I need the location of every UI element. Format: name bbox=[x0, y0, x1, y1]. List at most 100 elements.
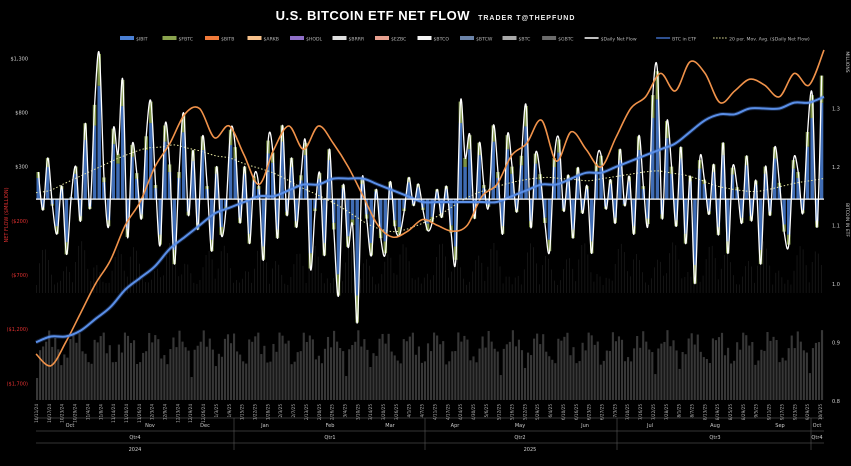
volume-bar bbox=[217, 353, 220, 400]
flow-bar-ibit bbox=[524, 126, 528, 200]
legend-label: $HODL bbox=[306, 37, 323, 43]
volume-bar bbox=[390, 351, 393, 400]
volume-bar bbox=[342, 281, 343, 293]
legend-item: $Daily Net Flow bbox=[584, 37, 637, 43]
volume-bar bbox=[451, 351, 454, 400]
flow-bar-ibit bbox=[707, 199, 711, 211]
flow-bar-ibit bbox=[78, 199, 83, 217]
flow-bar-fbtc bbox=[369, 243, 374, 256]
y-right-tick-label: 0.8 bbox=[832, 399, 840, 405]
volume-bar bbox=[196, 345, 199, 400]
volume-bar bbox=[311, 339, 314, 400]
volume-bar bbox=[484, 280, 486, 293]
volume-bar bbox=[687, 272, 689, 293]
volume-bar bbox=[548, 356, 551, 400]
volume-bar bbox=[669, 346, 672, 400]
flow-bar-fbtc bbox=[655, 71, 660, 100]
flow-bar-ibit bbox=[280, 141, 284, 200]
volume-bar bbox=[439, 344, 442, 400]
flow-bar-ibit bbox=[627, 181, 631, 200]
flow-bar-fbtc bbox=[172, 249, 177, 265]
volume-bar bbox=[411, 278, 413, 293]
x-date-label: 12/9/24 bbox=[163, 404, 168, 420]
volume-bar bbox=[345, 376, 348, 400]
volume-bar bbox=[581, 245, 583, 293]
volume-bar bbox=[105, 283, 107, 293]
volume-bar bbox=[602, 360, 605, 400]
volume-bar bbox=[557, 338, 560, 400]
volume-bar bbox=[166, 255, 167, 293]
volume-bar bbox=[90, 363, 93, 400]
volume-bar bbox=[305, 341, 308, 400]
volume-bar bbox=[45, 341, 48, 400]
volume-bar bbox=[263, 246, 264, 293]
legend-swatch bbox=[375, 36, 389, 40]
flow-bar-ibit bbox=[275, 199, 280, 230]
volume-bar bbox=[666, 330, 669, 400]
volume-bar bbox=[63, 271, 64, 293]
volume-bar bbox=[54, 284, 55, 293]
volume-bar bbox=[572, 347, 575, 400]
volume-bar bbox=[405, 341, 408, 400]
volume-bar bbox=[175, 255, 177, 293]
volume-bar bbox=[763, 350, 766, 400]
flow-bar-ibit bbox=[580, 199, 585, 211]
volume-bar bbox=[129, 342, 133, 400]
volume-bar bbox=[605, 350, 608, 400]
volume-bar bbox=[414, 354, 417, 400]
flow-bar-ibit bbox=[763, 173, 768, 200]
volume-bar bbox=[699, 281, 701, 293]
volume-bar bbox=[384, 343, 387, 400]
volume-bar bbox=[308, 335, 311, 400]
x-date-label: 1/22/25 bbox=[252, 404, 257, 420]
volume-bar bbox=[139, 362, 142, 400]
volume-bar bbox=[378, 338, 381, 400]
flow-bar-ibit bbox=[468, 149, 472, 200]
volume-bar bbox=[269, 361, 272, 400]
flow-bar-ibit bbox=[214, 173, 219, 200]
flow-bar-ibit bbox=[679, 158, 683, 200]
flow-bar-ibit bbox=[317, 178, 322, 200]
legend-swatch bbox=[290, 36, 304, 40]
volume-bar bbox=[599, 364, 602, 400]
volume-bar bbox=[627, 357, 630, 400]
volume-bar bbox=[348, 349, 351, 400]
volume-bar bbox=[554, 363, 557, 400]
x-date-label: 9/5/25 bbox=[754, 404, 759, 418]
volume-bar bbox=[375, 284, 377, 293]
volume-bar bbox=[229, 343, 233, 400]
flow-bar-ibit bbox=[303, 155, 308, 200]
x-month-label: Oct bbox=[813, 423, 822, 429]
flow-bar-ibit bbox=[571, 199, 575, 230]
volume-bar bbox=[126, 276, 128, 293]
flow-bars-layer bbox=[36, 53, 824, 323]
volume-bar bbox=[639, 347, 642, 400]
flow-bar-fbtc bbox=[120, 79, 125, 107]
volume-bar bbox=[611, 332, 614, 400]
volume-bar bbox=[457, 332, 460, 400]
flow-bar-ibit bbox=[453, 199, 458, 247]
flow-bar-ibit bbox=[172, 199, 177, 250]
y-right-tick-label: 1.2 bbox=[832, 165, 840, 171]
volume-bar bbox=[169, 349, 172, 400]
flow-bar-ibit bbox=[472, 199, 477, 215]
volume-bar bbox=[281, 274, 283, 293]
volume-bar bbox=[314, 245, 316, 293]
volume-bar bbox=[814, 342, 818, 400]
volume-bar bbox=[166, 364, 169, 400]
volume-bar bbox=[539, 344, 542, 400]
volume-bar bbox=[775, 272, 777, 293]
volume-bar bbox=[775, 340, 778, 400]
flow-bar-ibit bbox=[125, 199, 130, 229]
flow-bar-fbtc bbox=[721, 142, 725, 156]
volume-bar bbox=[596, 273, 598, 293]
volume-bar bbox=[630, 276, 631, 293]
volume-bar bbox=[530, 243, 531, 293]
volume-bar bbox=[363, 263, 364, 293]
volume-bar bbox=[669, 253, 671, 293]
volume-bar bbox=[157, 339, 160, 400]
volume-bar bbox=[272, 343, 275, 400]
flow-bar-ibit bbox=[594, 171, 599, 200]
volume-bar bbox=[111, 270, 113, 293]
volume-bar bbox=[208, 250, 210, 293]
